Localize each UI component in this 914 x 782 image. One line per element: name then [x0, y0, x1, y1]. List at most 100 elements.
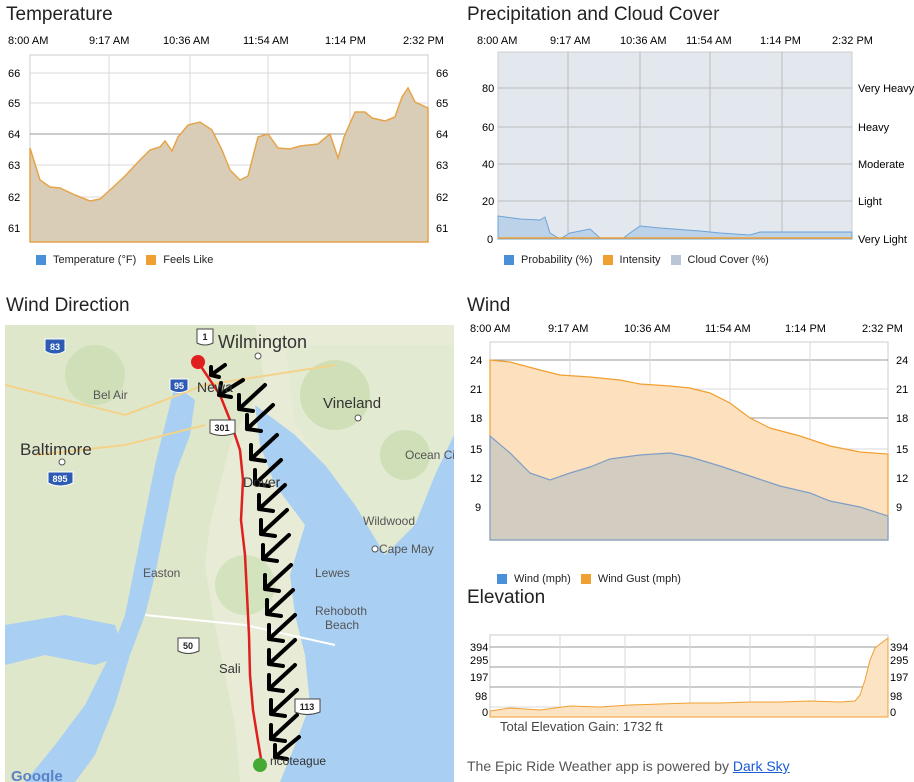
- precip-xtick-0: 8:00 AM: [477, 35, 517, 47]
- label-rehoboth: Rehoboth: [315, 604, 367, 618]
- wind-ytick-r5: 9: [896, 502, 902, 514]
- wind-ytick-r0: 24: [896, 355, 908, 367]
- precip-ytick-0: 80: [482, 83, 494, 95]
- legend-wind-gust: Wind Gust (mph): [597, 573, 681, 585]
- precipitation-legend: Probability (%) Intensity Cloud Cover (%…: [504, 254, 769, 266]
- label-baltimore: Baltimore: [20, 440, 92, 459]
- legend-probability: Probability (%): [521, 254, 593, 266]
- elev-ytick-2: 197: [470, 672, 488, 684]
- precip-xtick-5: 2:32 PM: [832, 35, 873, 47]
- wind-xtick-0: 8:00 AM: [470, 323, 510, 335]
- wind-direction-title: Wind Direction: [6, 295, 130, 316]
- precipitation-title: Precipitation and Cloud Cover: [467, 4, 720, 25]
- shield-113: 113: [300, 702, 315, 712]
- temp-xtick-1: 9:17 AM: [89, 35, 129, 47]
- precip-ytick-2: 40: [482, 159, 494, 171]
- legend-swatch-intensity: [602, 255, 613, 265]
- elev-ytick-r4: 0: [890, 707, 896, 719]
- precip-xtick-2: 10:36 AM: [620, 35, 666, 47]
- temp-xtick-3: 11:54 AM: [243, 35, 289, 47]
- wind-chart: 8:00 AM 9:17 AM 10:36 AM 11:54 AM 1:14 P…: [470, 323, 908, 541]
- elev-ytick-3: 98: [475, 691, 487, 703]
- wind-xtick-3: 11:54 AM: [705, 323, 751, 335]
- route-start-marker: [191, 355, 205, 369]
- temperature-title: Temperature: [6, 4, 113, 25]
- elevation-title: Elevation: [467, 587, 546, 608]
- map-canvas: 83 95 895 1 301 50 113 Wilmington Bel Ai…: [5, 325, 454, 782]
- temp-ytick-r0: 66: [436, 68, 448, 80]
- label-newark: Newa: [197, 379, 233, 395]
- legend-swatch-probability: [504, 255, 514, 265]
- temp-ytick-r5: 61: [436, 223, 448, 235]
- elevation-area: [489, 637, 889, 718]
- wind-legend: Wind (mph) Wind Gust (mph): [497, 573, 681, 585]
- wind-direction-map[interactable]: 83 95 895 1 301 50 113 Wilmington Bel Ai…: [5, 325, 454, 782]
- elev-ytick-0: 394: [470, 642, 488, 654]
- temp-ytick-3: 63: [8, 160, 20, 172]
- intensity-moderate: Moderate: [858, 159, 904, 171]
- temp-ytick-4: 62: [8, 192, 20, 204]
- temperature-x-ticks: 8:00 AM 9:17 AM 10:36 AM 11:54 AM 1:14 P…: [8, 35, 444, 47]
- temperature-area: [29, 86, 429, 243]
- temp-xtick-2: 10:36 AM: [163, 35, 209, 47]
- temp-ytick-5: 61: [8, 223, 20, 235]
- temp-ytick-r1: 65: [436, 98, 448, 110]
- temp-ytick-0: 66: [8, 68, 20, 80]
- precip-xtick-3: 11:54 AM: [686, 35, 732, 47]
- dark-sky-link[interactable]: Dark Sky: [732, 758, 790, 774]
- shield-95: 95: [174, 381, 184, 391]
- footer: The Epic Ride Weather app is powered by …: [467, 758, 790, 774]
- route-end-marker: [253, 758, 267, 772]
- elev-ytick-r0: 394: [890, 642, 908, 654]
- precip-xtick-1: 9:17 AM: [550, 35, 590, 47]
- label-wilmington: Wilmington: [218, 332, 307, 352]
- wind-arrows: [209, 363, 301, 761]
- google-logo: Google: [11, 768, 63, 782]
- wind-xtick-1: 9:17 AM: [548, 323, 588, 335]
- temp-ytick-r2: 64: [436, 129, 448, 141]
- elev-ytick-4: 0: [482, 707, 488, 719]
- label-easton: Easton: [143, 566, 180, 580]
- elev-ytick-1: 295: [470, 655, 488, 667]
- shield-83: 83: [50, 342, 60, 352]
- legend-swatch-cloud-cover: [670, 255, 681, 265]
- wind-ytick-2: 18: [470, 413, 482, 425]
- temp-ytick-2: 64: [8, 129, 20, 141]
- temp-ytick-r4: 62: [436, 192, 448, 204]
- precip-ytick-4: 0: [487, 234, 493, 246]
- label-bel-air: Bel Air: [93, 388, 128, 402]
- shield-301: 301: [214, 423, 229, 433]
- shield-1: 1: [202, 332, 207, 342]
- wind-ytick-r4: 12: [896, 473, 908, 485]
- label-salisbury: Sali: [219, 661, 241, 676]
- legend-wind: Wind (mph): [514, 573, 571, 585]
- label-vineland: Vineland: [323, 395, 381, 412]
- label-chincoteague: ncoteague: [270, 754, 326, 768]
- legend-intensity: Intensity: [619, 254, 661, 266]
- wind-xtick-4: 1:14 PM: [785, 323, 826, 335]
- elevation-total-gain: Total Elevation Gain: 1732 ft: [500, 719, 663, 734]
- precip-ytick-3: 20: [482, 196, 494, 208]
- wind-ytick-5: 9: [475, 502, 481, 514]
- temp-xtick-5: 2:32 PM: [403, 35, 444, 47]
- precip-ytick-1: 60: [482, 122, 494, 134]
- temp-ytick-r3: 63: [436, 160, 448, 172]
- legend-swatch-wind: [497, 574, 507, 584]
- elev-ytick-r1: 295: [890, 655, 908, 667]
- wind-ytick-0: 24: [470, 355, 482, 367]
- wind-ytick-4: 12: [470, 473, 482, 485]
- legend-cloud-cover: Cloud Cover (%): [687, 254, 769, 266]
- wind-ytick-r3: 15: [896, 444, 908, 456]
- wind-ytick-r1: 21: [896, 384, 908, 396]
- temp-xtick-4: 1:14 PM: [325, 35, 366, 47]
- label-wildwood: Wildwood: [363, 514, 415, 528]
- route-line: [196, 361, 264, 766]
- elev-ytick-r3: 98: [890, 691, 902, 703]
- legend-swatch-wind-gust: [580, 574, 591, 584]
- intensity-very-heavy: Very Heavy: [858, 83, 914, 95]
- wind-ytick-r2: 18: [896, 413, 908, 425]
- legend-swatch-feels-like: [146, 255, 157, 265]
- temperature-legend: Temperature (°F) Feels Like: [36, 254, 213, 266]
- wind-xtick-2: 10:36 AM: [624, 323, 670, 335]
- intensity-very-light: Very Light: [858, 234, 907, 246]
